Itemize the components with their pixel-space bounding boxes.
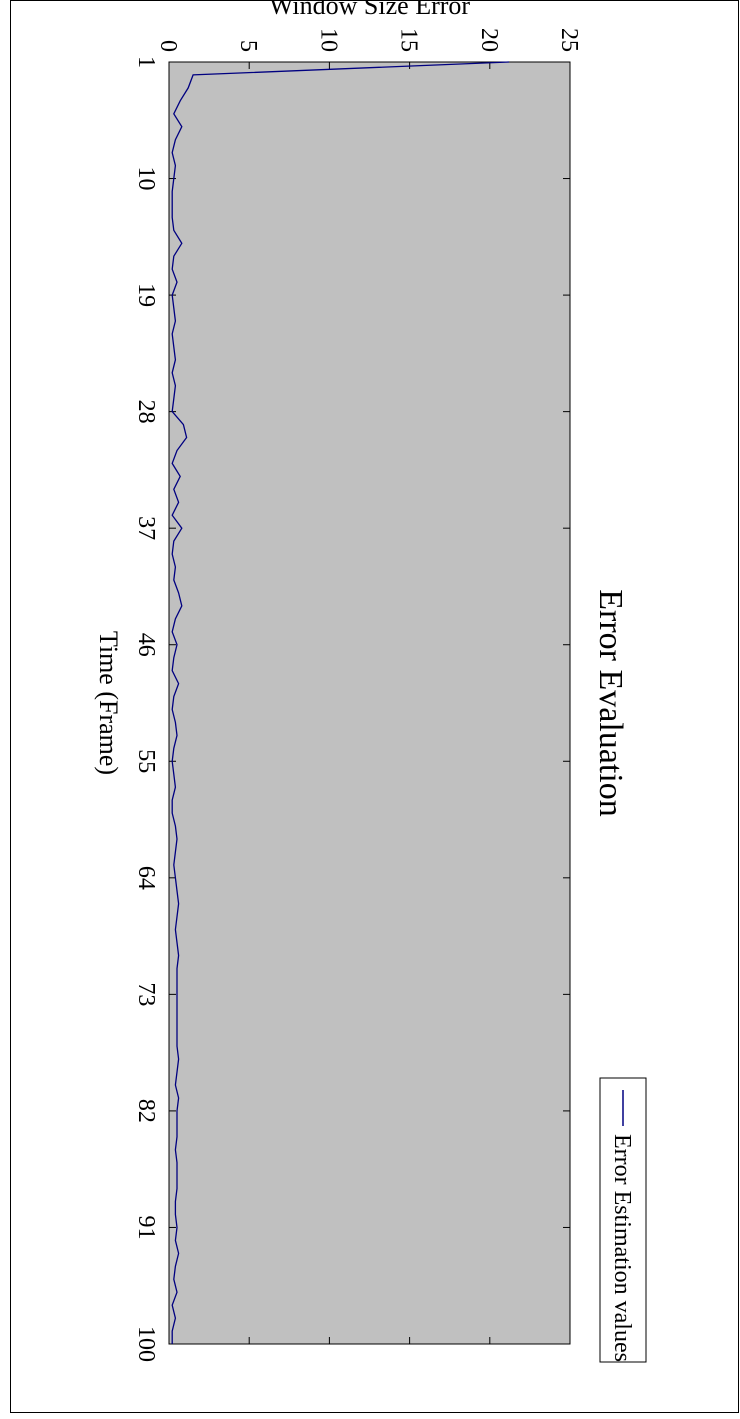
rotated-chart-group: 1 10 19 28 37 46 55 64 73 82 91 100 0 5 10 15 20 25 Erro… xyxy=(94,0,647,1363)
y-axis: 0 5 10 15 20 25 xyxy=(155,28,582,1344)
legend-label: Error Estimation values xyxy=(609,1134,635,1362)
y-axis-label: Window Size Error xyxy=(269,0,470,20)
y-tick-label: 5 xyxy=(235,40,261,52)
chart-title: Error Evaluation xyxy=(592,589,629,817)
plot-area xyxy=(168,61,571,1345)
x-axis: 1 10 19 28 37 46 55 64 73 82 91 100 xyxy=(133,56,570,1362)
x-tick-label: 64 xyxy=(133,866,159,890)
y-tick-label: 20 xyxy=(476,28,502,52)
y-tick-label: 25 xyxy=(556,28,582,52)
y-tick-label: 0 xyxy=(155,40,181,52)
legend: Error Estimation values xyxy=(599,1077,647,1363)
legend-box xyxy=(599,1077,647,1363)
x-tick-label: 55 xyxy=(133,749,159,773)
series-line-error-estimation-values xyxy=(171,61,510,1344)
y-tick-label: 15 xyxy=(396,28,422,52)
x-tick-label: 1 xyxy=(133,56,159,68)
x-tick-label: 10 xyxy=(133,167,159,191)
x-tick-label: 46 xyxy=(133,633,159,657)
y-tick-label: 10 xyxy=(315,28,341,52)
x-tick-label: 82 xyxy=(133,1099,159,1123)
x-axis-label: Time (Frame) xyxy=(94,631,123,775)
x-tick-label: 37 xyxy=(133,516,159,540)
x-tick-label: 28 xyxy=(133,400,159,424)
x-tick-label: 100 xyxy=(133,1326,159,1362)
x-tick-label: 19 xyxy=(133,283,159,307)
x-tick-label: 91 xyxy=(133,1215,159,1239)
x-tick-label: 73 xyxy=(133,982,159,1006)
figure-border xyxy=(10,0,739,1413)
